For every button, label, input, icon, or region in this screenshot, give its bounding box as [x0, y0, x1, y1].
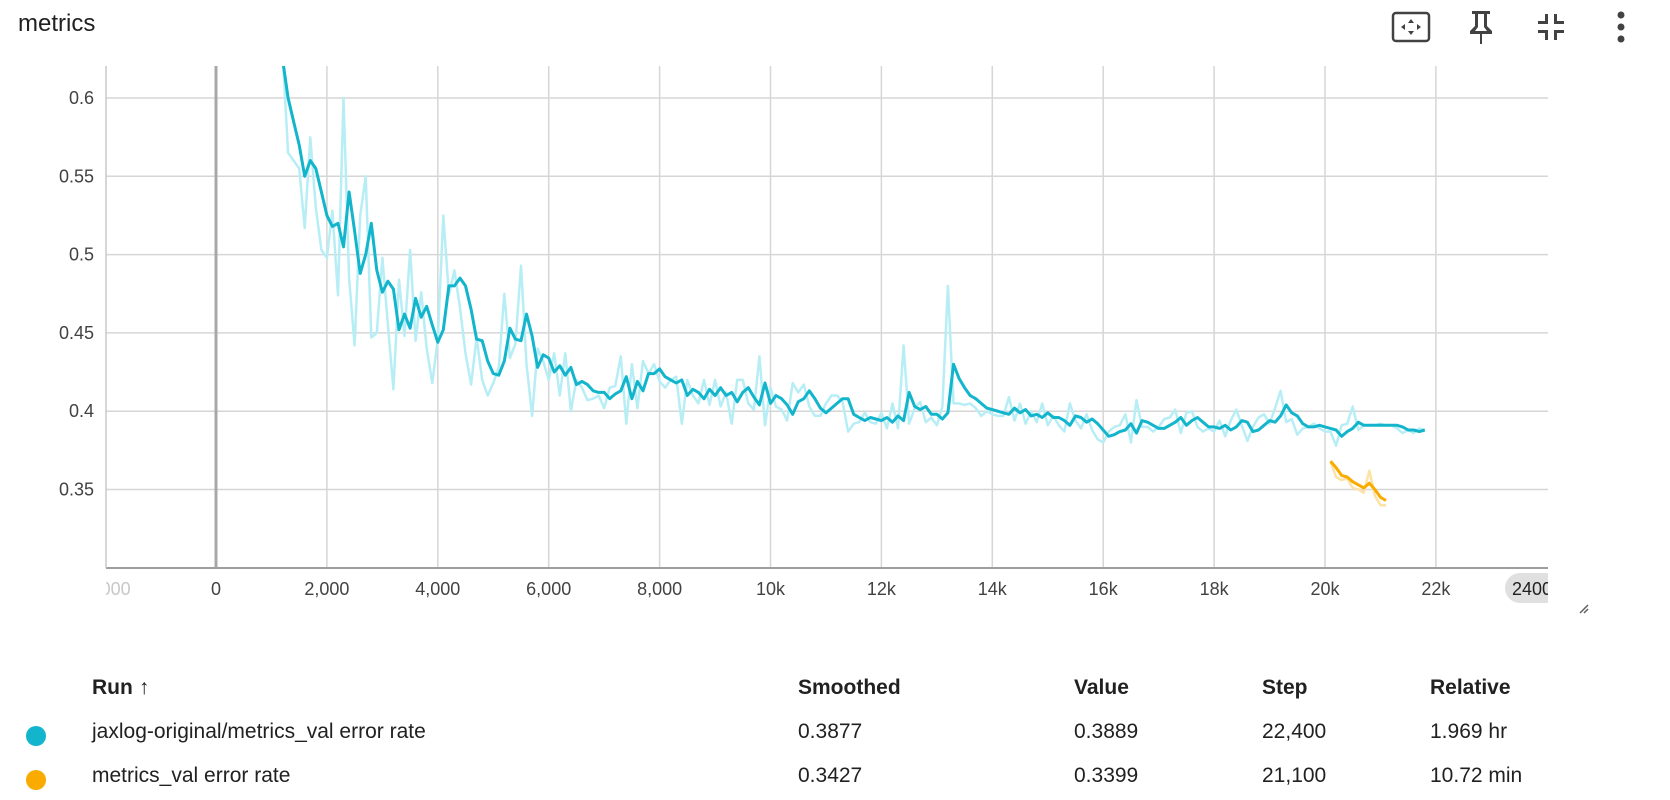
card-title: metrics — [18, 10, 96, 37]
x-tick-label: 10k — [756, 579, 786, 599]
run-name: jaxlog-original/metrics_val error rate — [92, 720, 426, 743]
run-step: 21,100 — [1262, 764, 1327, 787]
series-smoothed-line — [282, 66, 1426, 438]
chart-area[interactable]: 0.35 0.4 0.45 0.5 0.55 0.6 -2,000 0 2,000 4,000 6,… — [0, 60, 1670, 660]
badge-label: 24000 — [1512, 579, 1562, 599]
x-tick-label: 22k — [1421, 579, 1451, 599]
x-tick-label: 20k — [1310, 579, 1340, 599]
more-vert-icon — [1617, 11, 1625, 43]
collapse-icon — [1538, 14, 1564, 40]
run-relative: 10.72 min — [1430, 764, 1523, 787]
header-smoothed[interactable]: Smoothed — [798, 676, 901, 699]
pin-button[interactable] — [1446, 6, 1516, 48]
run-smoothed: 0.3877 — [798, 720, 863, 743]
table-row[interactable]: metrics_val error rate 0.3427 0.3399 21,… — [0, 756, 1670, 800]
run-value: 0.3889 — [1074, 720, 1139, 743]
series-raw-line — [282, 66, 1426, 447]
sort-arrow-icon: ↑ — [138, 676, 150, 699]
card-toolbar — [1376, 6, 1656, 48]
x-tick-label: 0 — [211, 579, 221, 599]
line-chart[interactable]: 0.35 0.4 0.45 0.5 0.55 0.6 -2,000 0 2,000 4,000 6,… — [0, 60, 1670, 660]
badge-background — [1505, 573, 1548, 603]
x-tick-label: 6,000 — [526, 579, 571, 599]
header-run[interactable]: Run ↑ — [92, 676, 149, 700]
x-tick-label: 4,000 — [415, 579, 460, 599]
header-relative[interactable]: Relative — [1430, 676, 1511, 699]
run-color-dot — [26, 726, 46, 746]
run-color-dot — [26, 770, 46, 790]
x-tick-label: 14k — [978, 579, 1008, 599]
run-relative: 1.969 hr — [1430, 720, 1508, 743]
fit-domain-button[interactable] — [1376, 6, 1446, 48]
table-header-row: Run ↑ Smoothed Value Step Relative — [0, 668, 1670, 712]
header-run-label: Run — [92, 676, 133, 699]
run-value: 0.3399 — [1074, 764, 1139, 787]
x-tick-labels: -2,000 0 2,000 4,000 6,000 8,000 10k 12k 14k 16k 1… — [80, 579, 1451, 599]
run-table: Run ↑ Smoothed Value Step Relative jaxlog… — [0, 668, 1670, 800]
collapse-button[interactable] — [1516, 6, 1586, 48]
run-step: 22,400 — [1262, 720, 1327, 743]
y-tick-label: 0.45 — [59, 323, 94, 343]
x-tick-label: 2,000 — [304, 579, 349, 599]
y-tick-label: 0.5 — [69, 245, 94, 265]
resize-handle-icon[interactable] — [1579, 604, 1589, 614]
series-raw-line — [1329, 460, 1386, 507]
more-options-button[interactable] — [1586, 6, 1656, 48]
y-tick-label: 0.6 — [69, 88, 94, 108]
fit-domain-icon — [1391, 11, 1431, 43]
run-smoothed: 0.3427 — [798, 764, 863, 787]
x-tick-label: 18k — [1200, 579, 1230, 599]
series-group — [282, 66, 1426, 507]
series-smoothed-line — [1329, 460, 1387, 502]
table-row[interactable]: jaxlog-original/metrics_val error rate 0… — [0, 712, 1670, 756]
y-tick-label: 0.4 — [69, 401, 94, 421]
y-tick-label: 0.55 — [59, 166, 94, 186]
x-axis-max-badge: 24000 — [1505, 573, 1562, 603]
run-name: metrics_val error rate — [92, 764, 291, 787]
x-tick-label: 12k — [867, 579, 897, 599]
x-tick-label: 8,000 — [637, 579, 682, 599]
pin-icon — [1470, 11, 1492, 44]
header-value[interactable]: Value — [1074, 676, 1129, 699]
x-tick-label: -2,000 — [80, 579, 131, 599]
x-tick-label: 16k — [1089, 579, 1119, 599]
header-step[interactable]: Step — [1262, 676, 1308, 699]
y-tick-label: 0.35 — [59, 480, 94, 500]
